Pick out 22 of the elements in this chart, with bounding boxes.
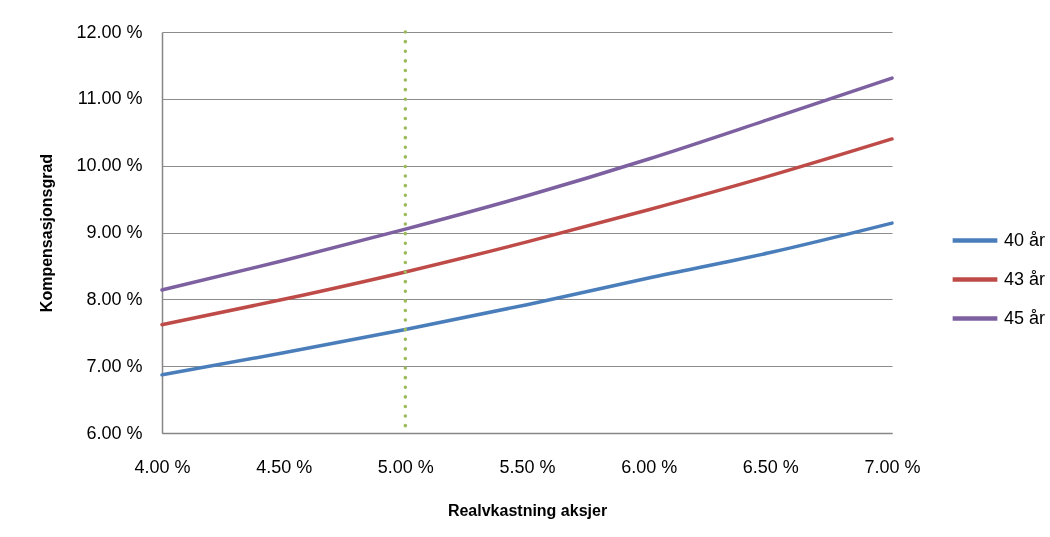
line-series [160,76,894,292]
legend-label: 45 år [1004,307,1046,328]
y-tick-label: 7.00 % [86,355,143,376]
x-tick-label: 7.00 % [864,456,921,477]
x-tick-label: 6.00 % [621,456,678,477]
x-axis-title: Realvkastning aksjer [447,501,608,519]
y-tick-label: 6.00 % [86,422,143,443]
line-series [160,137,894,327]
x-tick-label: 5.00 % [377,456,434,477]
y-tick-label: 8.00 % [86,288,143,309]
line-series [160,221,894,377]
y-tick-label: 11.00 % [77,88,143,109]
x-tick-label: 6.50 % [742,456,799,477]
y-tick-label: 10.00 % [76,155,143,176]
y-axis-title: Kompensasjonsgrad [38,153,56,313]
x-tick-label: 4.00 % [134,456,191,477]
y-tick-label: 9.00 % [86,222,143,242]
x-tick-label: 5.50 % [499,456,556,477]
x-tick-label: 4.50 % [256,456,313,477]
legend-label: 40 år [1004,229,1046,250]
y-tick-label: 12.00 % [76,21,143,42]
legend-label: 43 år [1004,268,1046,289]
